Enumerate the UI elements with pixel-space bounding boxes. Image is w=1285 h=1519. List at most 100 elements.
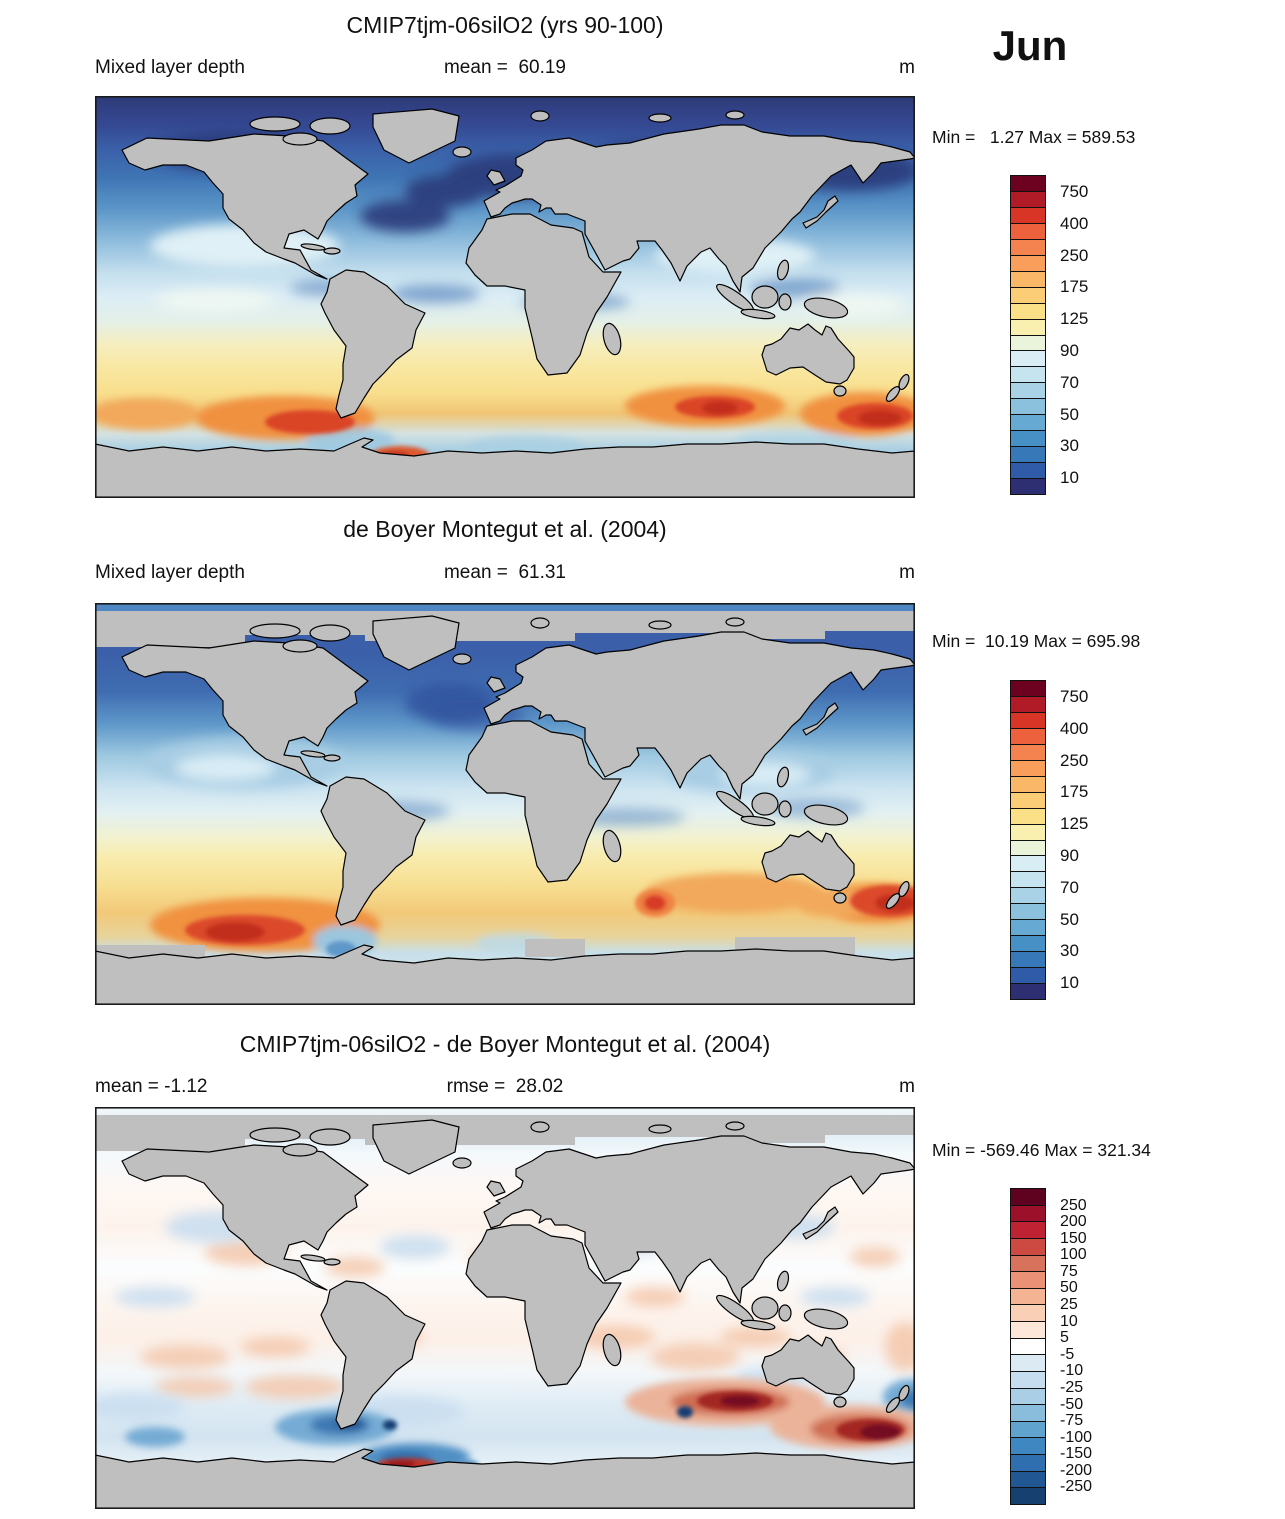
panel3-title: CMIP7tjm-06silO2 - de Boyer Montegut et … [239,1031,771,1057]
colorbar-segment [1011,1337,1045,1355]
panel2-unit-label: m [899,562,915,583]
colorbar-segment [1011,1454,1045,1471]
colorbar-segment [1011,695,1045,712]
colorbar-tick-label: 75 [1060,1262,1078,1280]
panel2-title: de Boyer Montegut et al. (2004) [343,516,667,542]
colorbar-tick-label: 10 [1060,1312,1078,1330]
colorbar-segment [1011,1287,1045,1305]
panel3-unit-label: m [899,1076,915,1097]
colorbar-segment [1011,430,1045,447]
colorbar-tick-label: 100 [1060,1246,1087,1264]
colorbar-segment [1011,1204,1045,1222]
colorbar-segment [1011,967,1045,984]
panel3-mean-label: mean = -1.12 [95,1076,208,1097]
colorbar-tick-label: 200 [1060,1213,1087,1231]
colorbar-tick-label: 30 [1060,941,1079,961]
panel3-map-difference [95,1107,915,1509]
colorbar-segment [1011,871,1045,888]
panel3-rmse-label: rmse = 28.02 [446,1076,564,1097]
colorbar-segment [1011,1420,1045,1438]
colorbar-segment [1011,1370,1045,1388]
colorbar-segment [1011,855,1045,872]
month-label: Jun [992,22,1068,69]
panel3-colorbar: 250 200 150 100 75 50 25 10 5 -5 -10 -25 -50 -75 -100-… [1010,1188,1092,1505]
colorbar-tick-label: 125 [1060,309,1089,329]
colorbar-tick-label: -5 [1060,1345,1075,1363]
colorbar-segment [1011,1254,1045,1272]
colorbar-tick-label: -100 [1060,1428,1093,1446]
colorbar-tick-label: 250 [1060,1196,1087,1214]
colorbar-segment [1011,839,1045,856]
colorbar-tick-label: 50 [1060,404,1079,424]
colorbar-segment [1011,1470,1045,1488]
colorbar-segment [1011,334,1045,351]
colorbar-segment [1011,919,1045,936]
colorbar-segment [1011,791,1045,808]
colorbar-segment [1011,823,1045,840]
colorbar-tick-label: 30 [1060,436,1079,456]
colorbar-tick-label: -250 [1060,1478,1093,1496]
colorbar-segment [1011,1321,1045,1338]
panel1-map-model [95,96,915,498]
colorbar-segment [1011,681,1045,696]
colorbar-segment [1011,935,1045,952]
colorbar-segment [1011,222,1045,239]
colorbar-segment [1011,1404,1045,1421]
colorbar-tick-label: -50 [1060,1395,1084,1413]
colorbar-tick-label: 5 [1060,1329,1069,1347]
colorbar-tick-label: 250 [1060,245,1089,265]
colorbar-segment [1011,462,1045,479]
colorbar-tick-label: 25 [1060,1296,1078,1314]
colorbar-segment [1011,1271,1045,1288]
colorbar-segment [1011,238,1045,255]
colorbar-segment [1011,1189,1045,1205]
colorbar-segment [1011,286,1045,303]
colorbar-segment [1011,1237,1045,1255]
colorbar-tick-label: 90 [1060,845,1079,865]
colorbar-tick-label: 50 [1060,1279,1078,1297]
panel1-variable-label: Mixed layer depth [95,57,245,78]
colorbar-segment [1011,951,1045,968]
panel2-colorbar: 750 400 250 175 125 90 70 50 30 10 [1010,680,1088,1000]
panel1-minmax-label: Min = 1.27 Max = 589.53 [932,127,1136,147]
panel1-unit-label: m [899,57,915,78]
colorbar-segment [1011,206,1045,223]
panel3-minmax-label: Min = -569.46 Max = 321.34 [932,1140,1151,1160]
colorbar-segment [1011,1437,1045,1454]
colorbar-tick-label: 400 [1060,718,1089,738]
colorbar-segment [1011,887,1045,904]
colorbar-segment [1011,1304,1045,1321]
colorbar-tick-label: 175 [1060,277,1089,297]
colorbar-segment [1011,366,1045,383]
colorbar-segment [1011,350,1045,367]
colorbar-segment [1011,775,1045,792]
colorbar-tick-label: 400 [1060,213,1089,233]
colorbar-tick-label: -25 [1060,1378,1084,1396]
colorbar-segment [1011,302,1045,319]
colorbar-tick-label: 10 [1060,973,1079,993]
colorbar-segment [1011,190,1045,207]
colorbar-segment [1011,254,1045,271]
colorbar-segment [1011,318,1045,335]
colorbar-segment [1011,759,1045,776]
colorbar-tick-label: -10 [1060,1362,1084,1380]
colorbar-segment [1011,727,1045,744]
colorbar-segment [1011,398,1045,415]
colorbar-tick-label: 10 [1060,468,1079,488]
panel1-title: CMIP7tjm-06silO2 (yrs 90-100) [346,12,664,38]
colorbar-tick-label: -200 [1060,1461,1093,1479]
colorbar-segment [1011,983,1045,1000]
colorbar-segment [1011,270,1045,287]
panel1-colorbar: 750 400 250 175 125 90 70 50 30 10 [1010,175,1088,495]
panel1-mean-label: mean = 60.19 [443,57,566,78]
colorbar-tick-label: 175 [1060,782,1089,802]
colorbar-tick-label: 750 [1060,181,1089,201]
colorbar-tick-label: 150 [1060,1229,1087,1247]
colorbar-segment [1011,1221,1045,1238]
colorbar-segment [1011,1387,1045,1405]
colorbar-segment [1011,446,1045,463]
colorbar-tick-label: 70 [1060,372,1079,392]
colorbar-segment [1011,903,1045,920]
panel2-mean-label: mean = 61.31 [443,562,566,583]
colorbar-segment [1011,807,1045,824]
